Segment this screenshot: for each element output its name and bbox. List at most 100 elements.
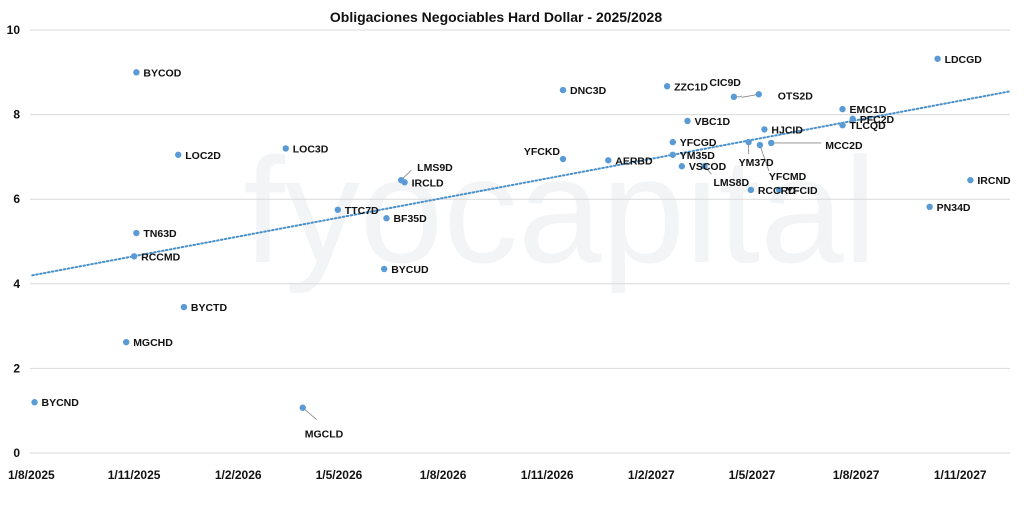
data-point-pn34d (926, 203, 933, 211)
data-point-emc1d (839, 105, 846, 113)
data-point-hjcid (761, 126, 768, 133)
data-point-tn63d (133, 229, 140, 237)
point-label-tn63d: TN63D (143, 228, 177, 240)
data-point-zzc1d (663, 83, 671, 90)
point-label-mgcld: MGCLD (305, 429, 344, 441)
data-point-mgchd (122, 338, 130, 346)
trendline-layer (31, 90, 1011, 277)
y-tick-label-0: 0 (13, 446, 20, 460)
point-labels-layer: BYCND MGCHD RCCMD BYCOD TN63D BYCTD LOC2D LOC3D… (42, 54, 1012, 441)
point-label-dnc3d: DNC3D (570, 85, 607, 97)
point-label-loc2d: LOC2D (185, 150, 221, 162)
data-point-ircld (401, 179, 408, 186)
point-label-hjcid: HJCID (771, 124, 803, 136)
point-label-ym35d: YM35D (680, 150, 715, 162)
point-label-tlcqd: TLCQD (850, 120, 887, 132)
data-point-dnc3d (559, 86, 567, 94)
data-point-bycnd (31, 399, 38, 406)
point-label-mcc2d: MCC2D (825, 140, 863, 152)
point-label-lms8d: LMS8D (713, 177, 749, 189)
data-point-rccrd (747, 186, 755, 194)
data-point-ym35d (669, 151, 676, 158)
data-point-byctd (180, 303, 188, 311)
y-tick-label-2: 2 (13, 361, 20, 375)
point-label-ttc7d: TTC7D (345, 205, 379, 217)
point-label-ots2d: OTS2D (778, 90, 813, 102)
leader-line-yfcmd (759, 144, 770, 172)
x-tick-label-10: 1/11/2027 (934, 468, 987, 482)
data-point-bycod (133, 69, 140, 76)
point-label-bycod: BYCOD (143, 67, 181, 79)
point-label-cic9d: CIC9D (709, 77, 741, 89)
data-point-vscod (678, 163, 686, 170)
y-tick-label-10: 10 (7, 23, 21, 37)
data-point-bf35d (383, 215, 390, 222)
x-tick-label-8: 1/5/2027 (729, 468, 776, 482)
data-point-ircnd (967, 176, 974, 184)
x-tick-label-1: 1/8/2025 (8, 468, 55, 482)
x-tick-label-4: 1/5/2026 (316, 468, 363, 482)
x-tick-label-3: 1/2/2026 (215, 468, 262, 482)
data-point-ym37d (745, 138, 752, 146)
point-label-yfcgd: YFCGD (680, 137, 717, 149)
data-point-ttc7d (334, 206, 342, 213)
point-label-loc3d: LOC3D (293, 143, 329, 155)
point-label-aerbd: AERBD (615, 155, 653, 167)
y-tick-label-4: 4 (13, 277, 20, 291)
point-label-pn34d: PN34D (937, 202, 971, 214)
point-label-yfcid: YFCID (786, 185, 818, 197)
data-point-lms8d (701, 163, 708, 170)
x-tick-label-2: 1/11/2025 (108, 468, 161, 482)
point-label-emc1d: EMC1D (850, 104, 887, 116)
data-point-mcc2d (768, 139, 775, 147)
point-label-mgchd: MGCHD (133, 337, 173, 349)
data-point-cic9d (730, 93, 738, 101)
point-label-yfcmd: YFCMD (769, 171, 807, 183)
data-point-rccmd (130, 253, 138, 260)
ticks-layer: 0 2 4 6 8 10 1/8/2025 1/11/2025 1/2/2026 1/5/2026… (7, 23, 987, 482)
point-label-ym37d: YM37D (739, 157, 774, 169)
data-point-yfcgd (669, 138, 676, 146)
data-point-pfc2d (849, 115, 856, 123)
data-point-bycud (381, 265, 388, 273)
point-label-ircld: IRCLD (412, 177, 444, 189)
watermark-text: fyocapital (243, 126, 877, 294)
trendline (31, 90, 1011, 277)
point-label-rccmd: RCCMD (141, 251, 180, 263)
data-point-ldcgd (934, 55, 941, 62)
x-tick-label-9: 1/8/2027 (833, 468, 880, 482)
data-point-yfckd (559, 155, 567, 163)
x-tick-label-6: 1/11/2026 (521, 468, 574, 482)
y-tick-label-6: 6 (13, 192, 20, 206)
point-label-ldcgd: LDCGD (945, 54, 983, 66)
point-label-pfc2d: PFC2D (860, 114, 895, 126)
chart-title: Obligaciones Negociables Hard Dollar - 2… (330, 9, 662, 25)
y-tick-label-8: 8 (13, 108, 20, 122)
data-point-yfcid (775, 186, 783, 194)
point-label-zzc1d: ZZC1D (674, 81, 708, 93)
data-point-loc3d (282, 145, 289, 152)
x-tick-label-7: 1/2/2027 (628, 468, 675, 482)
point-label-bycud: BYCUD (391, 264, 429, 276)
points-layer (31, 55, 974, 411)
point-label-vscod: VSCOD (689, 161, 727, 173)
data-point-tlcqd (839, 121, 846, 129)
point-label-rccrd: RCCRD (758, 185, 796, 197)
point-label-ircnd: IRCND (977, 175, 1011, 187)
grid-layer (30, 29, 1010, 454)
point-label-lms9d: LMS9D (417, 162, 453, 174)
data-point-mgcld (299, 404, 306, 411)
point-label-bf35d: BF35D (393, 213, 427, 225)
point-label-vbc1d: VBC1D (694, 116, 730, 128)
data-point-yfcmd (756, 141, 764, 149)
data-point-ots2d (755, 91, 762, 98)
point-label-byctd: BYCTD (191, 302, 228, 314)
point-label-bycnd: BYCND (42, 397, 80, 409)
data-point-aerbd (605, 157, 612, 164)
point-label-yfckd: YFCKD (524, 146, 561, 158)
data-point-vbc1d (684, 117, 691, 125)
data-point-loc2d (175, 151, 182, 158)
x-tick-label-5: 1/8/2026 (420, 468, 467, 482)
